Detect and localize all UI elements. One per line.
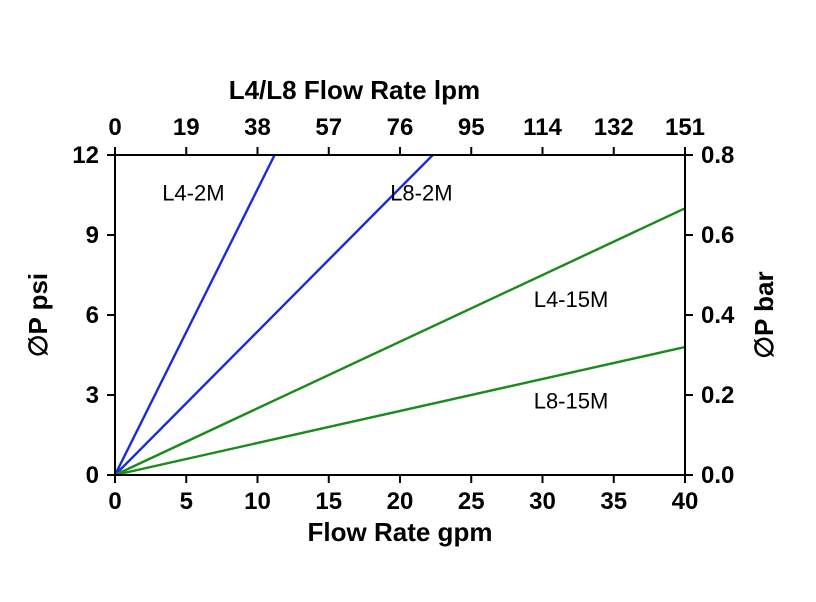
x-top-tick-label: 132 [594,114,634,141]
y-right-tick-label: 0.2 [701,382,734,409]
series-label-L4-2M: L4-2M [162,180,224,205]
x-bottom-tick-label: 35 [600,488,627,515]
y-left-tick-label: 9 [86,222,99,249]
x-bottom-tick-label: 15 [315,488,342,515]
series-label-L4-15M: L4-15M [534,287,609,312]
y-left-tick-label: 12 [72,142,99,169]
series-label-L8-15M: L8-15M [534,388,609,413]
x-bottom-title: Flow Rate gpm [308,517,493,547]
pressure-flow-chart: 0510152025303540Flow Rate gpm01938577695… [0,0,816,602]
y-right-tick-label: 0.8 [701,142,734,169]
x-bottom-tick-label: 20 [387,488,414,515]
y-right-tick-label: 0.6 [701,222,734,249]
y-left-title: ∅P psi [23,273,53,357]
y-left-tick-label: 0 [86,462,99,489]
x-top-tick-label: 95 [458,114,485,141]
x-top-tick-label: 151 [665,114,705,141]
y-right-title: ∅P bar [749,271,779,358]
chart-svg: 0510152025303540Flow Rate gpm01938577695… [0,0,816,602]
y-left-tick-label: 3 [86,382,99,409]
x-bottom-tick-label: 0 [108,488,121,515]
series-line-L4-15M [115,208,685,475]
x-bottom-tick-label: 25 [458,488,485,515]
y-left-tick-label: 6 [86,302,99,329]
x-bottom-tick-label: 5 [180,488,193,515]
x-bottom-tick-label: 10 [244,488,271,515]
x-bottom-tick-label: 30 [529,488,556,515]
x-top-tick-label: 19 [173,114,200,141]
x-top-tick-label: 38 [244,114,271,141]
x-top-tick-label: 76 [387,114,414,141]
y-right-tick-label: 0.0 [701,462,734,489]
x-bottom-tick-label: 40 [672,488,699,515]
x-top-tick-label: 57 [315,114,342,141]
x-top-title: L4/L8 Flow Rate lpm [229,75,480,105]
series-label-L8-2M: L8-2M [390,180,452,205]
y-right-tick-label: 0.4 [701,302,735,329]
x-top-tick-label: 0 [108,114,121,141]
x-top-tick-label: 114 [523,114,562,141]
